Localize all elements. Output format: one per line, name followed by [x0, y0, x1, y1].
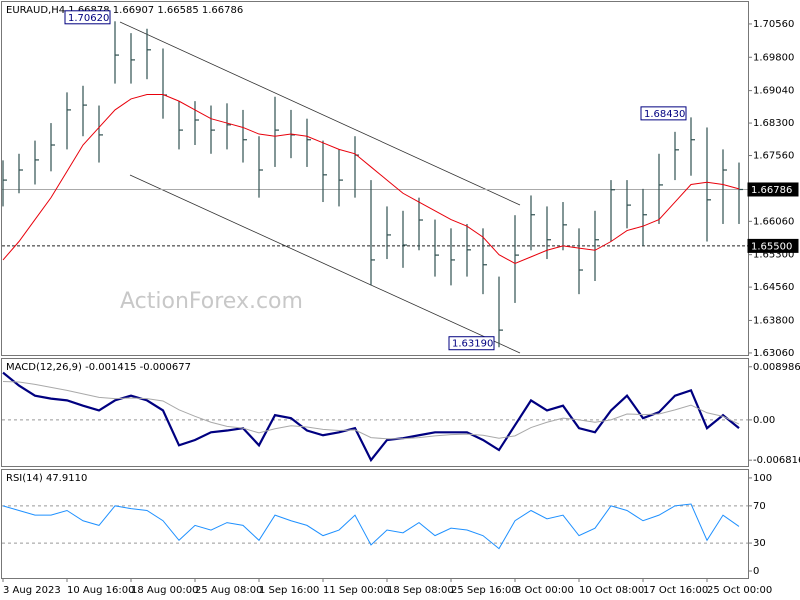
- level-label-box: [747, 238, 799, 253]
- x-tick-label: 10 Aug 16:00: [67, 585, 134, 596]
- level-label: 1.65500: [751, 241, 792, 252]
- channel-upper: [119, 21, 521, 206]
- x-tick-label: 10 Oct 08:00: [579, 585, 644, 596]
- macd-panel-frame: [1, 358, 749, 467]
- x-tick-label: 11 Sep 00:00: [323, 585, 390, 596]
- rsi-title: RSI(14) 47.9110: [6, 473, 87, 484]
- price-annotation: 1.68430: [644, 109, 685, 120]
- y-tick-label: -0.006816: [753, 455, 800, 466]
- rsi-panel-frame: [1, 469, 749, 579]
- y-tick-label: 100: [753, 473, 772, 484]
- price-annotation-box: [640, 106, 687, 121]
- price-annotation: 1.63190: [452, 339, 493, 350]
- y-tick-label: 1.66060: [753, 216, 794, 227]
- y-tick-label: 1.65300: [753, 250, 794, 261]
- price-annotation-box: [448, 336, 495, 351]
- y-tick-label: 1.67560: [753, 151, 794, 162]
- y-tick-label: 0.00: [753, 415, 775, 426]
- chart-title: EURAUD,H4 1.66878 1.66907 1.66585 1.6678…: [6, 5, 243, 16]
- x-tick-label: 25 Aug 08:00: [195, 585, 262, 596]
- y-tick-label: 0.008986: [753, 362, 800, 373]
- y-tick-label: 1.68300: [753, 118, 794, 129]
- y-tick-label: 1.64560: [753, 282, 794, 293]
- x-tick-label: 18 Sep 08:00: [387, 585, 454, 596]
- y-tick-label: 70: [753, 501, 766, 512]
- y-tick-label: 1.70560: [753, 19, 794, 30]
- indicator-line: [2, 371, 740, 463]
- x-tick-label: 17 Oct 16:00: [643, 585, 708, 596]
- x-tick-label: 3 Aug 2023: [3, 585, 61, 596]
- last-price-label-box: [747, 182, 799, 197]
- y-tick-label: 0: [753, 566, 759, 577]
- indicator-line: [2, 503, 740, 550]
- macd-title: MACD(12,26,9) -0.001415 -0.000677: [6, 362, 191, 373]
- last-price-label: 1.66786: [751, 185, 792, 196]
- watermark: ActionForex.com: [120, 289, 303, 314]
- y-tick-label: 1.69800: [753, 52, 794, 63]
- x-tick-label: 3 Oct 00:00: [515, 585, 574, 596]
- y-tick-label: 1.63800: [753, 315, 794, 326]
- price-annotation: 1.70620: [68, 13, 109, 24]
- x-tick-label: 25 Sep 16:00: [451, 585, 518, 596]
- y-tick-label: 1.69040: [753, 86, 794, 97]
- channel-lower: [129, 174, 521, 354]
- price-annotation-box: [64, 10, 111, 25]
- y-tick-label: 30: [753, 538, 766, 549]
- x-tick-label: 1 Sep 16:00: [259, 585, 319, 596]
- y-tick-label: 1.63060: [753, 348, 794, 359]
- x-tick-label: 18 Aug 00:00: [131, 585, 198, 596]
- indicator-line: [2, 380, 740, 440]
- main-panel-frame: [1, 1, 749, 356]
- moving-average: [2, 94, 740, 264]
- x-tick-label: 25 Oct 00:00: [707, 585, 772, 596]
